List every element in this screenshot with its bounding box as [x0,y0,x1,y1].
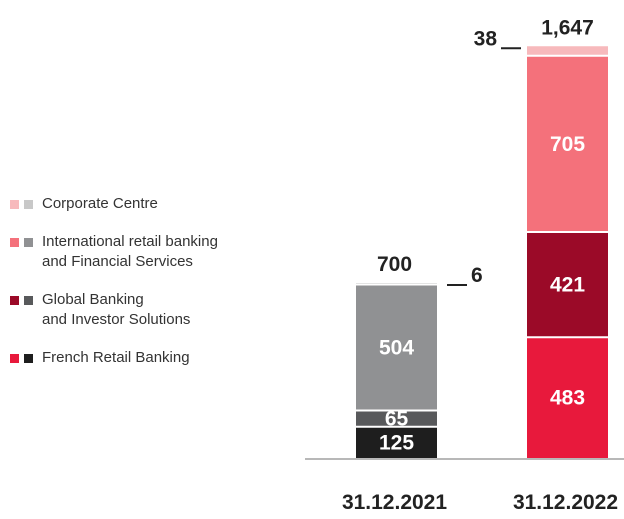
bar-segment [527,337,608,458]
bar-segment [527,232,608,338]
x-tick-label: 31.12.2021 [342,491,447,514]
bar-segment [527,55,608,232]
legend-item: International retail banking and Financi… [10,232,218,272]
x-tick-label: 31.12.2022 [513,491,618,514]
legend-label: International retail banking and Financi… [42,233,218,270]
legend: Corporate Centre International retail ban… [10,194,218,368]
legend-swatch [24,200,33,209]
legend-swatch [24,238,33,247]
bar-segment [356,410,437,427]
legend-swatch [10,354,19,363]
legend-swatch [10,238,19,247]
bar-segment [356,284,437,411]
legend-label: French Retail Banking [42,349,190,366]
value-label: 483 [550,387,585,410]
value-label: 504 [379,337,414,360]
legend-swatch [10,200,19,209]
bar-segment [527,46,608,56]
value-label: 38 [474,27,498,50]
value-label: 6 [471,264,483,287]
legend-item: Corporate Centre [10,194,218,214]
total-label: 1,647 [541,16,594,39]
bar-segment [356,426,437,458]
value-label: 705 [550,133,585,156]
legend-label: Corporate Centre [42,195,158,212]
legend-swatch [10,296,19,305]
legend-item: Global Banking and Investor Solutions [10,290,218,330]
value-label: 421 [550,274,585,297]
legend-label: Global Banking and Investor Solutions [42,291,191,328]
value-label: 65 [385,408,409,431]
value-label: 125 [379,431,414,454]
legend-item: French Retail Banking [10,348,218,368]
total-label: 700 [377,253,412,276]
legend-swatch [24,296,33,305]
legend-swatch [24,354,33,363]
